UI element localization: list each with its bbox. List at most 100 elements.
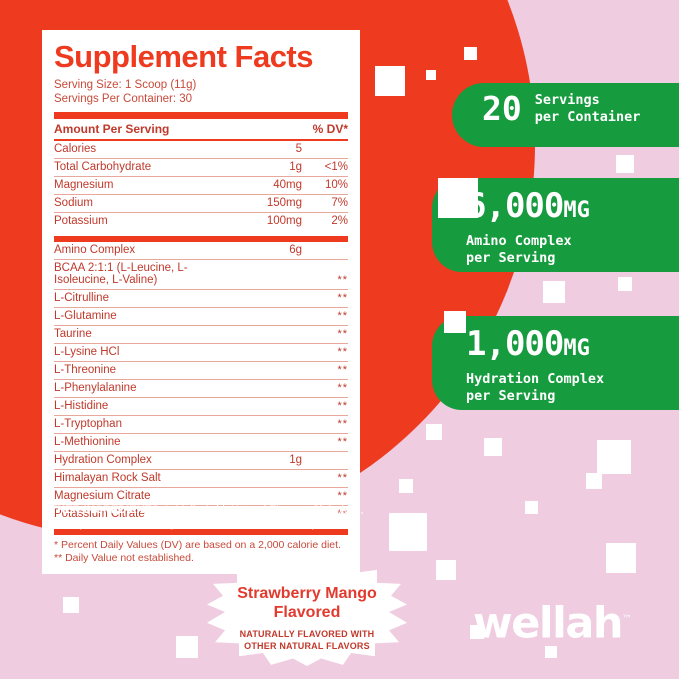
row-amount: 1g: [228, 158, 302, 177]
row-amount: [228, 325, 302, 344]
other-ingredients-label: OTHER INGREDIENTS:: [42, 504, 163, 516]
flavor-sub-line2: OTHER NATURAL FLAVORS: [244, 641, 370, 651]
divider-thick-bottom: [54, 528, 348, 535]
servings-per-container-text: Servings Per Container: 30: [54, 93, 193, 105]
table-row: Hydration Complex 1g: [54, 451, 348, 470]
sparkle-icon: [389, 513, 427, 551]
row-name: Magnesium Citrate: [54, 487, 228, 506]
row-daily-value: **: [302, 487, 348, 506]
row-amount: 40mg: [228, 176, 302, 195]
flavor-sub-line1: NATURALLY FLAVORED WITH: [239, 629, 375, 639]
badge-3-number: 1,000: [466, 324, 564, 364]
row-name: Total Carbohydrate: [54, 158, 228, 177]
sparkle-icon: [176, 636, 198, 658]
brand-logo: wellah™: [473, 598, 632, 645]
row-name: L-Methionine: [54, 433, 228, 452]
row-name: Calories: [54, 140, 228, 159]
row-daily-value: **: [302, 259, 348, 290]
sparkle-icon: [63, 597, 79, 613]
amino-rows-table: Amino Complex 6g BCAA 2:1:1 (L-Leucine, L-…: [54, 241, 348, 523]
table-row: L-Lysine HCl **: [54, 343, 348, 362]
table-row: L-Histidine **: [54, 397, 348, 416]
row-amount: 1g: [228, 451, 302, 470]
row-name: L-Tryptophan: [54, 415, 228, 434]
row-amount: [228, 361, 302, 380]
sparkle-icon: [426, 70, 436, 80]
table-row: Potassium Citrate **: [54, 505, 348, 523]
row-amount: [228, 289, 302, 308]
sparkle-icon: [586, 473, 602, 489]
sparkle-icon: [597, 440, 631, 474]
row-amount: [228, 415, 302, 434]
sparkle-icon: [616, 155, 634, 173]
row-daily-value: **: [302, 307, 348, 326]
divider-thick-top: [54, 112, 348, 119]
footnote-percent-dv: * Percent Daily Values (DV) are based on…: [54, 538, 341, 551]
flavor-name-line2: Flavored: [273, 604, 341, 621]
sparkle-icon: [545, 646, 557, 658]
badge-1-line1: Servings: [534, 92, 600, 108]
sparkle-icon: [484, 438, 502, 456]
row-name: Himalayan Rock Salt: [54, 469, 228, 488]
row-daily-value: **: [302, 397, 348, 416]
table-row: L-Tryptophan **: [54, 415, 348, 434]
flavor-starburst-badge: Strawberry Mango Flavored NATURALLY FLAV…: [207, 558, 407, 666]
row-daily-value: [302, 241, 348, 260]
row-amount: [228, 379, 302, 398]
table-row: BCAA 2:1:1 (L-Leucine, L-Isoleucine, L-V…: [54, 259, 348, 290]
sparkle-icon: [375, 66, 405, 96]
nutrition-table: Amount Per Serving % DV*: [54, 119, 348, 139]
flavor-name-line1: Strawberry Mango: [237, 585, 377, 602]
row-daily-value: [302, 451, 348, 470]
row-amount: [228, 397, 302, 416]
badge-2-line2: per Serving: [466, 250, 556, 266]
table-row: Sodium 150mg 7%: [54, 194, 348, 213]
divider-thick-middle: [54, 235, 348, 242]
badge-servings-per-container: 20 Servings per Container: [452, 83, 679, 147]
row-name: L-Citrulline: [54, 289, 228, 308]
sparkle-icon: [606, 543, 636, 573]
sparkle-icon: [543, 281, 565, 303]
row-amount: 150mg: [228, 194, 302, 213]
row-amount: 6g: [228, 241, 302, 260]
row-name: L-Threonine: [54, 361, 228, 380]
other-ingredients-block: OTHER INGREDIENTS: L-Malic Acid, Natural…: [42, 503, 372, 531]
row-daily-value: **: [302, 379, 348, 398]
sparkle-icon: [436, 560, 456, 580]
row-daily-value: 2%: [331, 215, 348, 227]
table-row: Himalayan Rock Salt **: [54, 469, 348, 488]
table-row: L-Citrulline **: [54, 289, 348, 308]
row-amount: [228, 433, 302, 452]
row-daily-value: 10%: [302, 176, 348, 195]
row-daily-value: **: [302, 415, 348, 434]
row-name: Sodium: [54, 194, 228, 213]
row-name: L-Lysine HCl: [54, 343, 228, 362]
table-row: Magnesium Citrate **: [54, 487, 348, 506]
badge-3-line1: Hydration Complex: [466, 371, 605, 387]
row-amount: 100mg: [266, 215, 302, 227]
sparkle-icon: [618, 277, 632, 291]
table-row: L-Phenylalanine **: [54, 379, 348, 398]
sparkle-icon: [438, 178, 478, 218]
sparkle-icon: [426, 424, 442, 440]
trademark-symbol: ™: [622, 614, 632, 625]
row-name: L-Glutamine: [54, 307, 228, 326]
row-amount: [228, 487, 302, 506]
nutrition-rows-table: Calories 5 Total Carbohydrate 1g <1% Magnesiu…: [54, 140, 348, 230]
row-name: Potassium: [54, 215, 108, 227]
supplement-facts-panel: Supplement Facts Serving Size: 1 Scoop (…: [42, 30, 360, 574]
table-row: Calories 5: [54, 140, 348, 159]
row-name: Hydration Complex: [54, 451, 228, 470]
row-daily-value: **: [302, 469, 348, 488]
supplement-facts-title: Supplement Facts: [54, 39, 314, 74]
row-name: Potassium Citrate: [54, 508, 145, 520]
table-row: Potassium 100mg 2%: [54, 212, 348, 230]
row-name: Magnesium: [54, 176, 228, 195]
amount-per-serving-header: Amount Per Serving: [54, 121, 170, 136]
badge-3-unit: MG: [563, 336, 590, 361]
table-row: Amino Complex 6g: [54, 241, 348, 260]
row-name: Amino Complex: [54, 241, 228, 260]
row-amount: [228, 259, 302, 290]
row-daily-value: **: [302, 433, 348, 452]
row-daily-value: **: [302, 325, 348, 344]
